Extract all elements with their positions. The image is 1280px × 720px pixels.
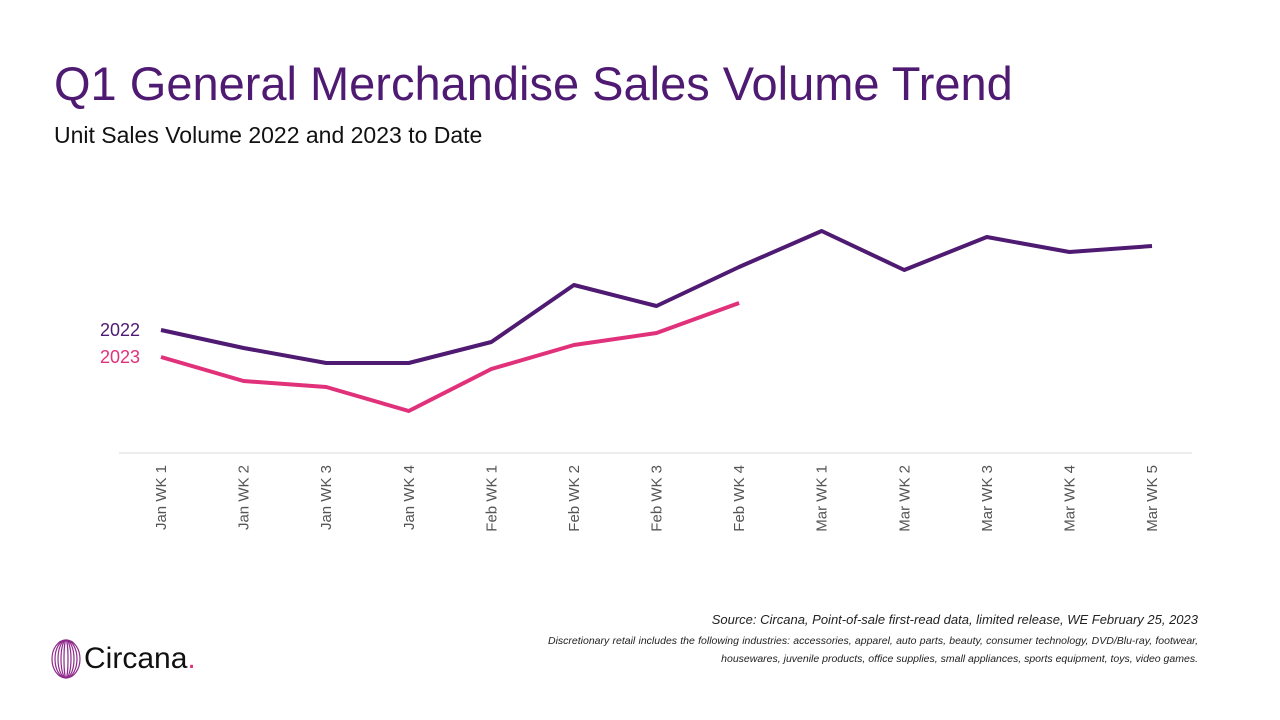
logo: Circana. [50,638,196,680]
x-tick-label: Feb WK 2 [566,465,583,532]
source: Source: Circana, Point-of-sale first-rea… [711,612,1198,627]
x-tick-label: Mar WK 5 [1144,465,1161,532]
x-tick-label: Mar WK 2 [896,465,913,532]
x-tick-label: Feb WK 1 [483,465,500,532]
title: Q1 General Merchandise Sales Volume Tren… [54,57,1013,110]
brand-name: Circana [84,642,188,675]
series-line [160,301,740,413]
x-tick-label: Jan WK 1 [153,465,170,530]
x-tick-label: Feb WK 4 [731,465,748,532]
chart: Jan WK 1 Jan WK 2 Jan WK 3 Jan WK 4 Feb WK 1… [100,229,1192,532]
series-label: 2023 [100,347,140,367]
x-tick-label: Mar WK 4 [1061,465,1078,532]
footnote: Discretionary retail includes the follow… [548,635,1198,665]
x-tick-label: Jan WK 4 [401,465,418,530]
x-tick-label: Feb WK 3 [649,465,666,532]
x-tick-label: Jan WK 2 [236,465,253,530]
subtitle: Unit Sales Volume 2022 and 2023 to Date [54,122,483,148]
x-tick-label: Mar WK 1 [814,465,831,532]
logo-mark [51,639,81,679]
series-label: 2022 [100,320,140,340]
x-tick-label: Mar WK 3 [979,465,996,532]
brand: Circana. [84,642,196,675]
series-line [160,229,1153,365]
x-tick-label: Jan WK 3 [318,465,335,530]
